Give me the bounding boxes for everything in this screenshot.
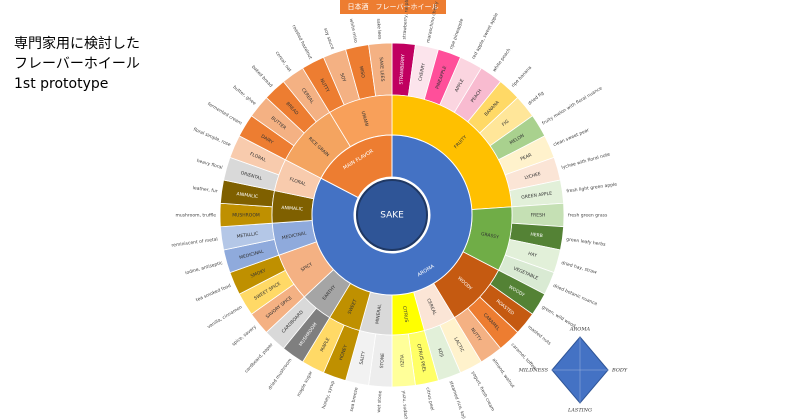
leaf-note: dried hay, straw	[561, 260, 598, 276]
leaf-note: iodine, antiseptic	[185, 260, 224, 276]
leaf-note: lychee with floral note	[561, 152, 611, 171]
radar-axis-label: MILDNESS	[518, 368, 549, 374]
leaf-note: baked bread	[250, 64, 274, 89]
leaf-note: red apple, sweet apple	[471, 12, 500, 61]
leaf-label: APPLE	[454, 78, 466, 93]
leaf-note: white peach	[491, 47, 512, 73]
leaf-note: yogurt, fresh cream	[470, 370, 496, 412]
leaf-label: FRESH	[531, 213, 546, 219]
leaf-note: heavy floral	[196, 158, 223, 171]
leaf-note: yuzu, sudachi	[401, 390, 409, 419]
leaf-label: YUZU	[398, 353, 405, 367]
banner	[340, 0, 446, 14]
leaf-note: citrus peel	[424, 387, 435, 411]
group-label: UMAMI	[360, 111, 370, 128]
leaf-note: floral simple, rose	[192, 127, 231, 149]
leaf-label: STRAWBERRY	[398, 54, 406, 85]
leaf-note: fresh green grass	[568, 213, 608, 219]
leaf-note: dried mushroom	[267, 357, 293, 391]
leaf-label: HAY	[527, 251, 537, 259]
leaf-note: mushroom, truffle	[175, 213, 216, 219]
leaf-note: strawberry, raspberry	[402, 0, 411, 40]
leaf-note: honey, syrup	[321, 380, 337, 410]
leaf-note: butter, ghee	[232, 84, 258, 106]
leaf-note: cereal, oat	[274, 50, 293, 73]
leaf-note: green leafy herbs	[566, 236, 607, 247]
leaf-note: fermented cream	[206, 101, 243, 126]
leaf-label: MISO	[358, 66, 366, 79]
leaf-label: HONEY	[338, 344, 349, 361]
leaf-note: almond, walnut	[491, 357, 516, 389]
leaf-note: dried botanic nuance	[552, 283, 598, 308]
leaf-label: KOJI	[436, 348, 445, 358]
group-label: SWEET	[347, 298, 359, 315]
leaf-note: clean sweet pear	[552, 127, 590, 148]
leaf-note: spice, savory	[231, 324, 258, 348]
leaf-label: STONE	[379, 353, 386, 369]
group-label: MINERAL	[375, 303, 384, 324]
leaf-label: HERB	[530, 232, 543, 240]
leaf-label: SOY	[338, 72, 347, 83]
leaf-label: ANIMALIC	[236, 191, 258, 200]
group-label: ANIMALIC	[281, 205, 303, 212]
leaf-note: cardboard, paper	[244, 342, 275, 375]
group-label: SPICY	[300, 261, 314, 273]
leaf-note: wet stone	[376, 390, 384, 413]
radar-chart: AROMA BODY LASTING MILDNESS	[518, 327, 628, 414]
radar-axis-label: AROMA	[569, 327, 591, 333]
leaf-label: CITRUS PEEL	[415, 343, 427, 373]
group-label: FLORAL	[289, 176, 307, 188]
leaf-label: MUSHROOM	[232, 213, 260, 219]
leaf-label: SALTY	[358, 351, 367, 366]
leaf-note: sea breeze	[349, 387, 360, 413]
group-label: CITRUS	[401, 306, 409, 323]
leaf-note: soy sauce	[322, 28, 334, 51]
leaf-note: maple sugar	[296, 370, 314, 398]
radar-axis-label: LASTING	[567, 408, 592, 414]
banner-text: 日本酒 フレーバーホイール	[348, 2, 439, 11]
leaf-label: CHERRY	[417, 62, 427, 81]
leaf-label: SMOKY	[250, 268, 267, 280]
leaf-note: fresh light green apple	[566, 182, 618, 195]
leaf-note: ripe pineapple	[449, 18, 466, 51]
leaf-note: steamed rice, koji	[448, 380, 467, 419]
leaf-note: dried fig	[527, 90, 545, 107]
leaf-note: fruity melon with floral nuance	[541, 85, 603, 126]
leaf-label: GREEN APPLE	[521, 191, 553, 201]
leaf-note: ripe banana	[510, 65, 533, 89]
leaf-note: reminiscent of metal	[171, 236, 218, 248]
leaf-label: SAKE LEES	[378, 57, 386, 82]
leaf-label: LYCHEE	[524, 171, 542, 181]
leaf-note: leather, fur	[192, 185, 218, 194]
leaf-note: vanilla, cinnamon	[206, 304, 243, 330]
center-label: SAKE	[380, 211, 404, 221]
title-line: 専門家用に検討した	[14, 35, 140, 52]
leaf-label: METALLIC	[236, 231, 258, 240]
leaf-note: roasted hazelnut	[290, 24, 313, 61]
leaf-note: tea smoked food	[195, 283, 232, 304]
group-label: MEDICINAL	[281, 230, 307, 241]
leaf-note: sake lees	[375, 18, 382, 40]
radar-axis-label: BODY	[611, 368, 628, 374]
leaf-note: roasted nuts	[526, 324, 552, 347]
title-line: フレーバーホイール	[14, 56, 140, 72]
center-disc	[356, 179, 428, 251]
leaf-label: ORIENTAL	[240, 170, 263, 182]
leaf-label: PEAR	[520, 152, 533, 162]
title-line: 1st prototype	[14, 76, 108, 92]
leaf-label: FIG	[501, 118, 511, 128]
leaf-note: white miso	[348, 18, 359, 43]
group-label: GRASSY	[480, 231, 499, 241]
